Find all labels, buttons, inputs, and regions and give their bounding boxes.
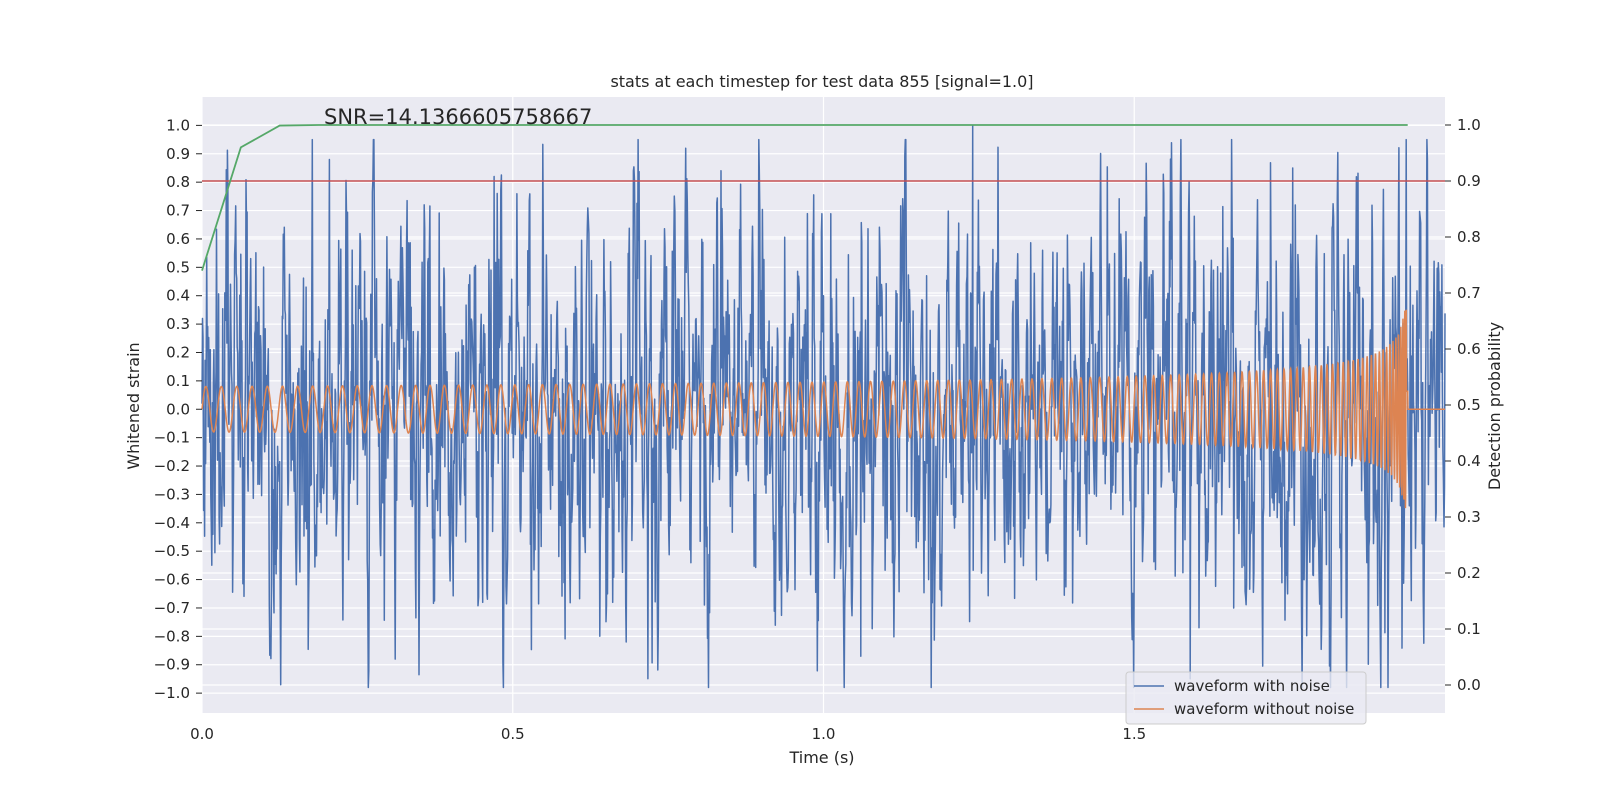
y-right-tick-label-8: 0.2 [1457, 564, 1481, 582]
legend: waveform with noise waveform without noi… [1125, 671, 1367, 725]
x-tick-label-0: 0.0 [190, 725, 214, 743]
legend-frame [1125, 671, 1367, 725]
y-left-tick-label-17: −0.7 [154, 599, 190, 617]
y-left-tick-label-2: 0.8 [166, 173, 190, 191]
axis-ticks: 0.0 0.5 1.0 1.5 1.0 0.9 0.8 0.7 0.6 0.5 0.4 0.3 0.2 0… [154, 116, 1481, 743]
y-left-tick-label-10: 0.0 [166, 400, 190, 418]
y-left-tick-label-16: −0.6 [154, 571, 190, 589]
y-left-tick-label-12: −0.2 [154, 457, 190, 475]
y-left-tick-label-1: 0.9 [166, 145, 190, 163]
y-right-tick-label-4: 0.6 [1457, 340, 1481, 358]
y-left-tick-label-13: −0.3 [154, 485, 190, 503]
y-left-tick-label-18: −0.8 [154, 627, 190, 645]
y-left-tick-label-14: −0.4 [154, 514, 190, 532]
y-left-tick-label-6: 0.4 [166, 287, 190, 305]
legend-label-clean: waveform without noise [1174, 700, 1354, 718]
y-left-tick-label-5: 0.5 [166, 258, 190, 276]
chart-title: stats at each timestep for test data 855… [610, 72, 1033, 91]
y-right-tick-label-10: 0.0 [1457, 676, 1481, 694]
y-left-tick-label-15: −0.5 [154, 542, 190, 560]
y-right-tick-label-9: 0.1 [1457, 620, 1481, 638]
y-axis-left-label: Whitened strain [124, 342, 143, 469]
x-axis-label: Time (s) [788, 748, 854, 767]
y-axis-right-label: Detection probability [1485, 322, 1504, 490]
y-left-tick-label-4: 0.6 [166, 230, 190, 248]
y-right-tick-label-7: 0.3 [1457, 508, 1481, 526]
y-left-tick-label-19: −0.9 [154, 656, 190, 674]
y-left-tick-label-0: 1.0 [166, 116, 190, 134]
x-tick-label-2: 1.0 [812, 725, 836, 743]
y-right-tick-label-2: 0.8 [1457, 228, 1481, 246]
x-tick-label-3: 1.5 [1122, 725, 1146, 743]
y-left-tick-label-11: −0.1 [154, 429, 190, 447]
y-right-tick-label-0: 1.0 [1457, 116, 1481, 134]
series-waveform-with-noise [201, 124, 1446, 689]
y-right-tick-label-6: 0.4 [1457, 452, 1481, 470]
y-left-tick-label-3: 0.7 [166, 202, 190, 220]
y-right-tick-label-5: 0.5 [1457, 396, 1481, 414]
y-left-tick-label-20: −1.0 [154, 684, 190, 702]
series-layer [201, 124, 1446, 689]
y-left-tick-label-8: 0.2 [166, 343, 190, 361]
series-waveform-without-noise [201, 309, 1445, 509]
legend-label-noisy: waveform with noise [1174, 677, 1330, 695]
series-detection-probability [201, 124, 1408, 271]
y-left-tick-label-7: 0.3 [166, 315, 190, 333]
x-tick-label-1: 0.5 [501, 725, 525, 743]
snr-annotation: SNR=14.1366605758667 [324, 105, 592, 129]
y-right-tick-label-1: 0.9 [1457, 172, 1481, 190]
y-left-tick-label-9: 0.1 [166, 372, 190, 390]
y-right-tick-label-3: 0.7 [1457, 284, 1481, 302]
